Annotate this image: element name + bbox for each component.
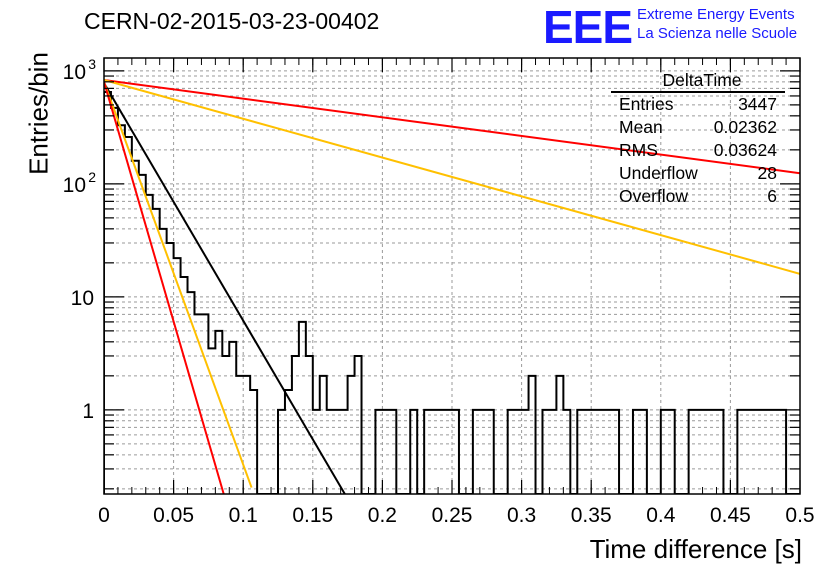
y-axis-label: Entries/bin	[23, 52, 54, 175]
x-axis-label: Time difference [s]	[589, 534, 802, 564]
x-tick-label: 0.05	[153, 504, 194, 527]
x-tick-label: 0.25	[432, 504, 473, 527]
x-tick-label: 0.1	[229, 504, 258, 527]
y-tick-label: 1	[82, 400, 94, 423]
stats-label: Underflow	[619, 163, 698, 183]
x-tick-label: 0.45	[710, 504, 751, 527]
stats-value: 28	[757, 163, 777, 183]
stats-value: 0.02362	[713, 117, 777, 137]
x-tick-label: 0.35	[571, 504, 612, 527]
y-tick-exponent: 3	[88, 56, 96, 72]
x-tick-label: 0.5	[785, 504, 814, 527]
x-tick-label: 0.2	[368, 504, 397, 527]
x-tick-label: 0.15	[292, 504, 333, 527]
stats-box-title: DeltaTime	[611, 70, 785, 93]
stats-value: 6	[767, 186, 777, 206]
fit-line-1	[104, 81, 253, 488]
stats-value: 3447	[738, 94, 777, 114]
y-tick-label: 10	[63, 174, 86, 197]
x-tick-label: 0	[98, 504, 110, 527]
histogram-series	[104, 91, 800, 494]
logo-line2: La Scienza nelle Scuole	[637, 25, 798, 42]
y-tick-label: 10	[63, 61, 86, 84]
eee-logo-mark: EEE	[543, 1, 633, 53]
stats-box: DeltaTime Entries 3447 Mean 0.02362 RMS …	[611, 70, 785, 208]
stats-label: Overflow	[619, 186, 689, 206]
stats-row-underflow: Underflow 28	[619, 162, 777, 185]
fit-line-2	[104, 81, 225, 494]
stats-row-entries: Entries 3447	[619, 93, 777, 116]
logo-line1: Extreme Energy Events	[637, 6, 795, 23]
stats-label: RMS	[619, 140, 658, 160]
fit-line-3	[104, 79, 800, 175]
y-tick-exponent: 2	[88, 169, 96, 185]
stats-row-overflow: Overflow 6	[619, 185, 777, 208]
y-tick-label: 10	[71, 287, 94, 310]
stats-label: Entries	[619, 94, 674, 114]
stats-value: 0.03624	[713, 140, 777, 160]
x-tick-label: 0.3	[507, 504, 536, 527]
stats-row-mean: Mean 0.02362	[619, 116, 777, 139]
stats-label: Mean	[619, 117, 663, 137]
x-tick-label: 0.4	[646, 504, 676, 527]
chart-title: CERN-02-2015-03-23-00402	[84, 8, 380, 34]
fit-line-4	[104, 79, 800, 275]
fit-line-0	[104, 82, 346, 494]
stats-row-rms: RMS 0.03624	[619, 139, 777, 162]
